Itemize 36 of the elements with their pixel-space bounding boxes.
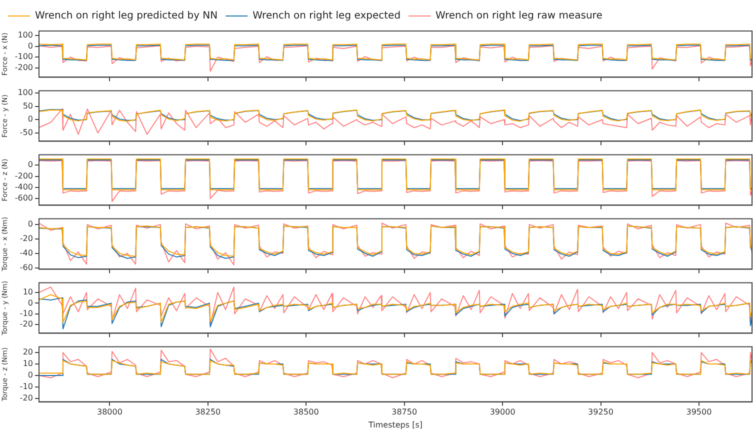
y-tick-label: -20 xyxy=(20,393,33,402)
y-tick-label: -100 xyxy=(14,52,33,62)
y-tick-label: 0 xyxy=(28,220,33,229)
legend-label: Wrench on right leg predicted by NN xyxy=(35,10,218,22)
y-tick-label: 0 xyxy=(28,114,33,124)
legend-label: Wrench on right leg expected xyxy=(252,10,401,22)
y-tick-label: 100 xyxy=(18,88,33,98)
y-tick-label: -10 xyxy=(20,382,33,391)
x-tick-label: 38500 xyxy=(293,408,319,417)
y-tick-label: -20 xyxy=(20,234,33,244)
y-tick-label: 20 xyxy=(22,348,33,357)
y-tick-label: -600 xyxy=(14,194,33,203)
x-tick-label: 38250 xyxy=(195,408,221,417)
x-tick-label: 39500 xyxy=(686,408,712,417)
y-tick-label: -50 xyxy=(20,128,33,138)
x-tick-label: 39000 xyxy=(490,408,516,417)
y-tick-label: -40 xyxy=(20,248,33,258)
x-tick-label: 39250 xyxy=(588,408,614,417)
x-tick-label: 38000 xyxy=(96,408,122,417)
y-tick-label: -20 xyxy=(20,320,33,329)
y-tick-label: 100 xyxy=(18,30,33,40)
y-tick-label: 50 xyxy=(22,101,33,110)
y-tick-label: 10 xyxy=(22,359,33,368)
y-tick-label: -200 xyxy=(14,171,33,180)
x-tick-label: 38750 xyxy=(392,408,418,417)
legend-label: Wrench on right leg raw measure xyxy=(436,10,602,22)
y-tick-label: 0 xyxy=(28,160,33,170)
y-tick-label: 10 xyxy=(22,288,33,297)
y-tick-label: -400 xyxy=(14,182,33,192)
y-tick-label: 0 xyxy=(28,41,33,50)
x-axis-title: Timesteps [s] xyxy=(367,420,423,430)
y-tick-label: -10 xyxy=(20,308,33,318)
y-tick-label: -200 xyxy=(14,63,33,72)
y-tick-label: -60 xyxy=(20,262,33,272)
y-tick-label: 0 xyxy=(28,370,33,380)
y-tick-label: 0 xyxy=(28,298,33,308)
